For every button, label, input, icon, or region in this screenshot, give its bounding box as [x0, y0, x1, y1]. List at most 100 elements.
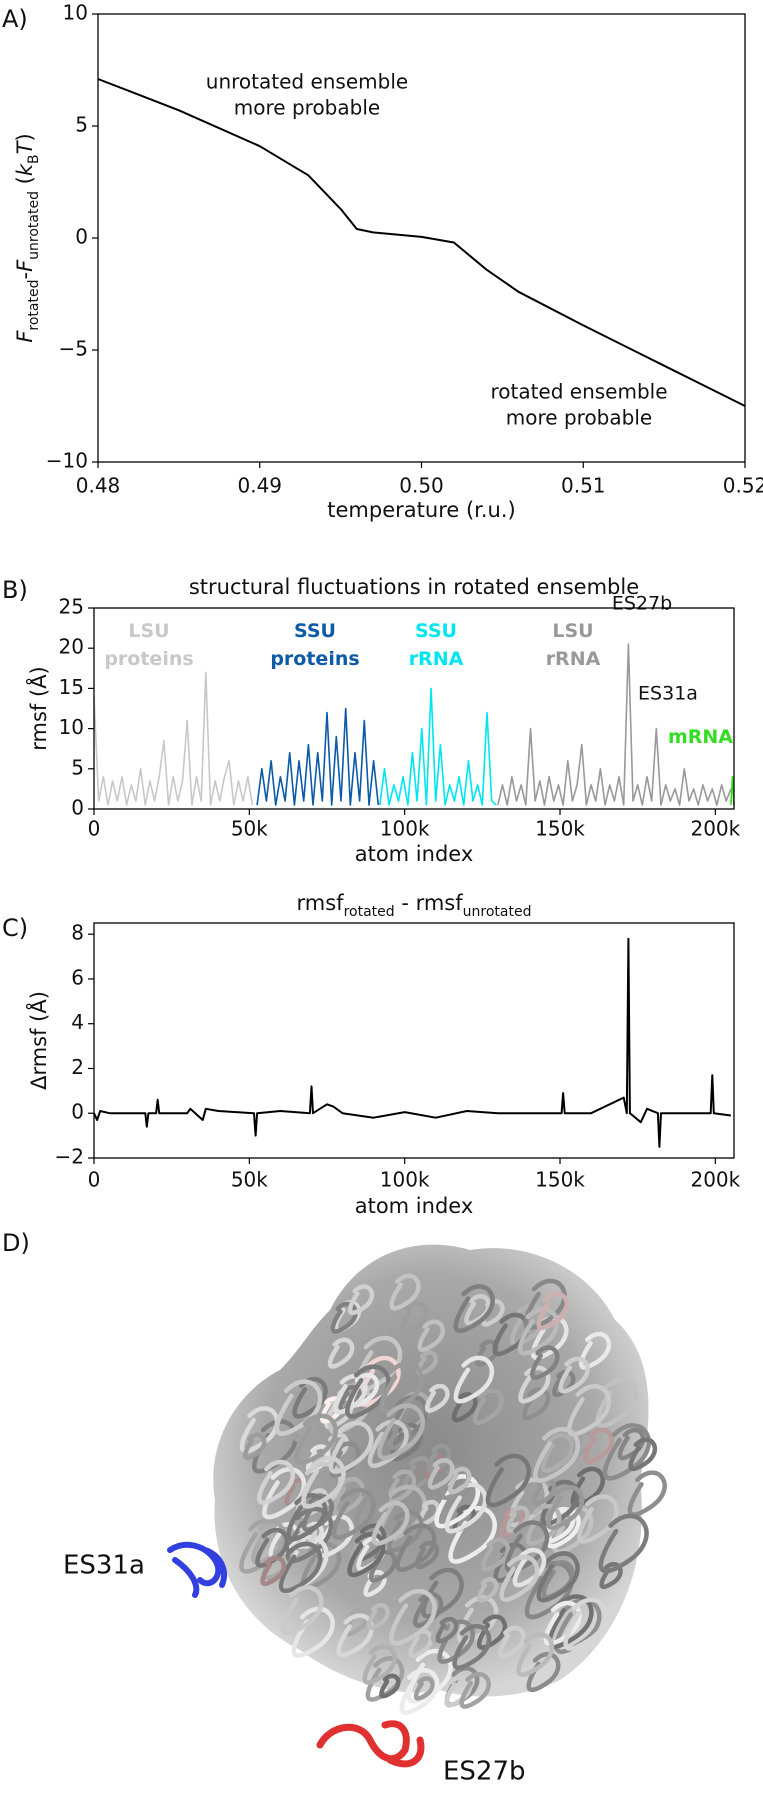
- series-label: LSU rRNA: [546, 620, 601, 670]
- y-tick-label: 4: [71, 1010, 84, 1034]
- structure-strand: [444, 1482, 488, 1534]
- plot-frame: [97, 13, 746, 463]
- structure-strand: [577, 1494, 619, 1544]
- data-line: [93, 671, 254, 806]
- structure-strand: [536, 1291, 570, 1331]
- structure-strand: [278, 1541, 323, 1594]
- structure-strand: [366, 1603, 390, 1631]
- structure-strand: [329, 1441, 361, 1478]
- series-label: SSU rRNA: [409, 620, 464, 670]
- series-label: mRNA: [668, 726, 733, 748]
- x-tick-label: 150k: [535, 817, 585, 841]
- structure-strand: [363, 1569, 387, 1597]
- text-segment: (: [13, 176, 37, 191]
- structure-strand: [389, 1589, 437, 1646]
- structure-strand: [327, 1337, 355, 1369]
- structure-strand: [595, 1377, 639, 1428]
- structure-strand: [518, 1365, 551, 1404]
- structure-strand: [435, 1616, 459, 1644]
- x-tick-label: 0.52: [723, 474, 763, 498]
- structure-strand: [331, 1487, 376, 1540]
- structure-strand: [530, 1345, 560, 1380]
- structure-strand: [354, 1486, 390, 1528]
- annotation: ES31a: [638, 683, 698, 705]
- structure-strand: [371, 1501, 410, 1546]
- structure-strand: [459, 1671, 491, 1709]
- structure-strand: [416, 1350, 439, 1376]
- structure-strand: [292, 1377, 328, 1419]
- y-tick-label: 0: [71, 1100, 84, 1124]
- x-tick-label: 100k: [380, 1168, 430, 1192]
- text-segment: -: [13, 272, 37, 280]
- structure-strand: [399, 1668, 440, 1715]
- annotation: more probable: [234, 96, 380, 120]
- structure-strand: [413, 1676, 435, 1701]
- structure-strand: [452, 1623, 492, 1670]
- x-tick-label: 150k: [535, 1168, 585, 1192]
- structure-strand: [628, 1437, 658, 1471]
- series-label: SSU proteins: [270, 620, 359, 670]
- y-tick-label: 15: [59, 675, 84, 699]
- y-tick-label: 8: [71, 921, 84, 945]
- structure-strand: [464, 1294, 491, 1326]
- plot-frame: [93, 922, 735, 1159]
- structure-strand: [414, 1540, 440, 1570]
- structure-strand: [453, 1284, 495, 1333]
- plot-frame: [93, 607, 735, 810]
- es27b-strand: [316, 1720, 425, 1768]
- y-tick-label: 10: [59, 715, 84, 739]
- text-segment: F: [13, 259, 37, 272]
- structure-strand: [301, 1455, 346, 1509]
- y-tick-label: 5: [75, 113, 88, 137]
- structure-strand: [345, 1364, 391, 1419]
- text-segment: T: [13, 139, 37, 154]
- structure-strand: [257, 1459, 295, 1505]
- structure-strand: [563, 1597, 609, 1651]
- structure-strand: [481, 1537, 511, 1572]
- annotation: rotated ensemble: [490, 380, 667, 404]
- y-axis-label: rmsf (Å): [25, 666, 51, 750]
- structure-strand: [399, 1301, 429, 1335]
- series-label: LSU proteins: [104, 620, 193, 670]
- structure-strand: [512, 1547, 547, 1588]
- structure-strand: [347, 1284, 375, 1316]
- structure-strand: [485, 1453, 531, 1508]
- structure-strand: [330, 1301, 358, 1334]
- structure-strand: [368, 1549, 397, 1583]
- structure-strand: [499, 1554, 540, 1602]
- structure-strand: [566, 1384, 612, 1437]
- structure-strand: [362, 1644, 397, 1685]
- x-axis-label: atom index: [355, 842, 474, 866]
- y-tick-label: 0: [75, 225, 88, 249]
- y-tick-label: −10: [46, 449, 88, 473]
- y-tick-label: 25: [59, 595, 84, 619]
- y-tick-label: 0: [71, 796, 84, 820]
- x-tick-label: 50k: [231, 1168, 268, 1192]
- x-axis-label: atom index: [355, 1194, 474, 1218]
- structure-strand: [544, 1506, 576, 1544]
- structure-strand: [583, 1427, 615, 1464]
- annotation: more probable: [506, 406, 652, 430]
- y-tick-label: 2: [71, 1055, 84, 1079]
- structure-strand: [540, 1479, 580, 1526]
- data-line: [497, 643, 732, 806]
- structure-strand: [300, 1541, 342, 1590]
- text-segment: F: [13, 330, 37, 343]
- y-tick-label: −2: [55, 1145, 84, 1169]
- structure-strand: [472, 1388, 504, 1425]
- panel-label: D): [2, 1229, 30, 1257]
- structure-strand: [403, 1456, 434, 1492]
- y-tick-label: 5: [71, 755, 84, 779]
- y-axis-label: Frotated-Funrotated (kBT): [13, 133, 42, 342]
- structure-strand: [379, 1673, 401, 1699]
- structure-strand: [408, 1629, 434, 1658]
- x-tick-label: 0: [88, 1168, 101, 1192]
- x-axis-label: temperature (r.u.): [327, 498, 515, 522]
- data-line: [379, 687, 497, 806]
- text-segment: - rmsf: [395, 891, 464, 915]
- structure-strand: [424, 1383, 450, 1413]
- y-tick-label: −5: [59, 337, 88, 361]
- structure-label: ES27b: [443, 1757, 526, 1787]
- structure-strand: [547, 1594, 594, 1649]
